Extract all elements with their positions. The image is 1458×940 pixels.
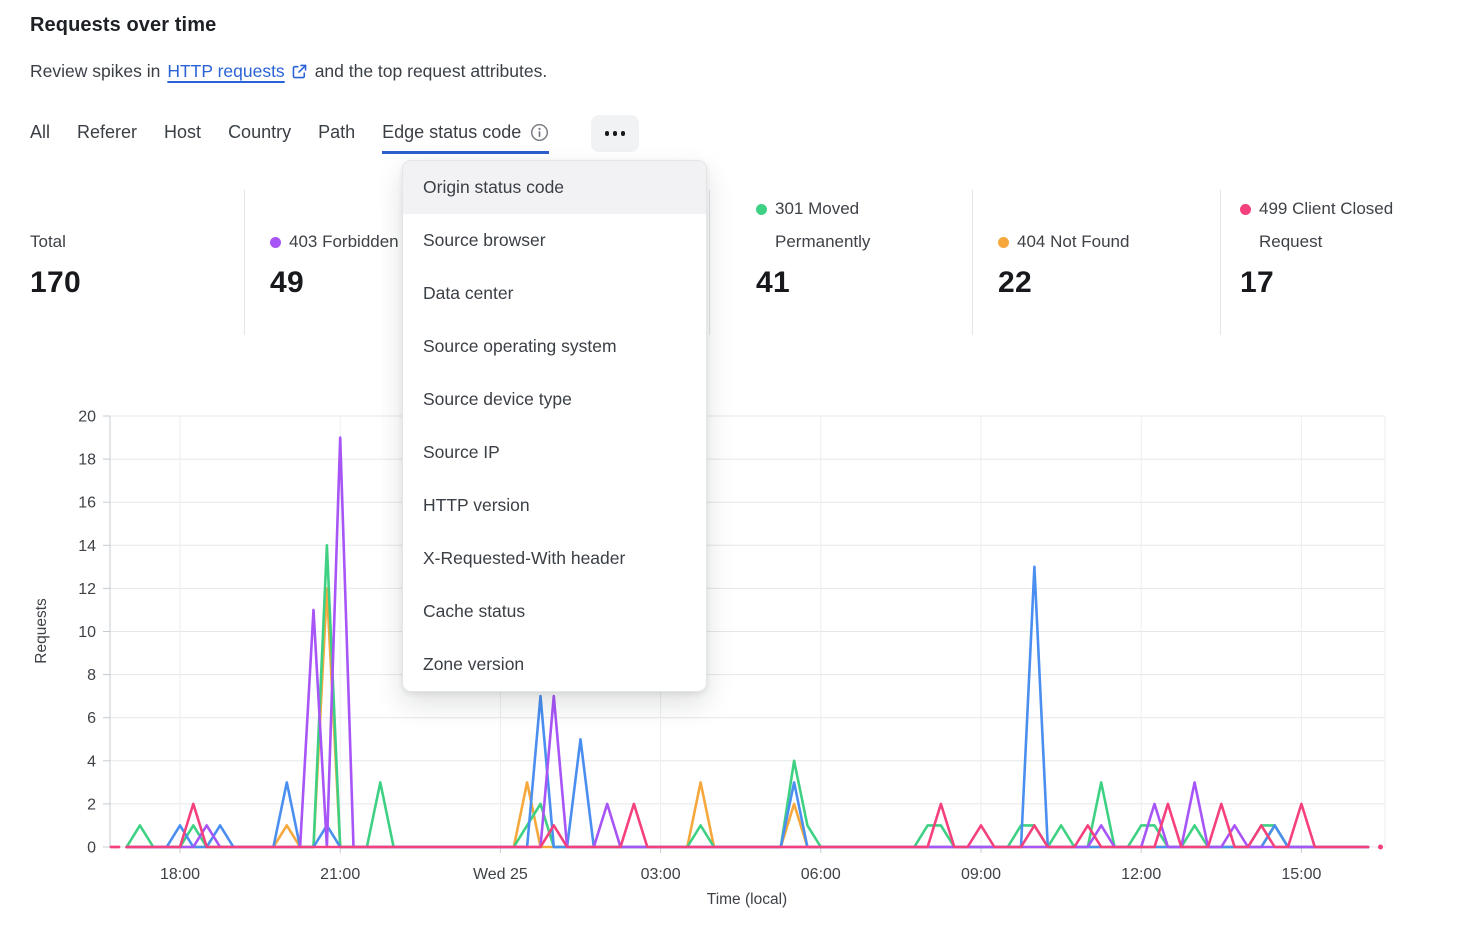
stats-divider [709, 190, 710, 335]
svg-text:14: 14 [78, 538, 96, 555]
series-dot-301 [756, 204, 767, 215]
external-link-icon [291, 63, 308, 80]
http-requests-link[interactable]: HTTP requests [167, 61, 307, 82]
svg-text:03:00: 03:00 [641, 866, 681, 883]
menu-item-source-ip[interactable]: Source IP [423, 442, 500, 462]
series-dot-404 [998, 237, 1009, 248]
svg-text:16: 16 [78, 495, 96, 512]
svg-text:15:00: 15:00 [1281, 866, 1321, 883]
svg-text:10: 10 [78, 624, 96, 641]
svg-text:2: 2 [87, 796, 96, 813]
menu-item-cache-status[interactable]: Cache status [423, 601, 526, 621]
menu-item-origin-status-code[interactable]: Origin status code [403, 161, 706, 214]
stat-499-client-closed-request: 499 Client Closed Request 17 [1240, 192, 1420, 300]
menu-item-data-center[interactable]: Data center [423, 283, 514, 303]
svg-text:Time (local): Time (local) [707, 891, 787, 908]
stats-divider [244, 190, 245, 335]
tab-all[interactable]: All [30, 122, 51, 142]
info-icon[interactable] [530, 123, 549, 142]
svg-text:06:00: 06:00 [801, 866, 841, 883]
svg-text:12: 12 [78, 581, 96, 598]
stat-403-label: 403 Forbidden [289, 232, 399, 251]
tab-edge-status-code[interactable]: Edge status code [382, 122, 550, 154]
stat-total-value: 170 [30, 266, 81, 299]
stat-404-label: 404 Not Found [1017, 232, 1130, 251]
svg-text:8: 8 [87, 667, 96, 684]
stat-301-value: 41 [756, 266, 790, 299]
menu-item-source-operating-system[interactable]: Source operating system [423, 336, 617, 356]
stat-499-label: 499 Client Closed Request [1259, 199, 1394, 251]
stats-divider [1220, 190, 1221, 335]
svg-text:0: 0 [87, 840, 96, 857]
svg-text:Wed 25: Wed 25 [473, 866, 528, 883]
stat-403-forbidden: 403 Forbidden 49 [270, 192, 440, 300]
menu-item-x-requested-with-header[interactable]: X-Requested-With header [423, 548, 626, 568]
series-dot-499 [1240, 204, 1251, 215]
svg-text:12:00: 12:00 [1121, 866, 1161, 883]
stat-403-value: 49 [270, 266, 304, 299]
tab-referer[interactable]: Referer [77, 122, 138, 142]
tab-path[interactable]: Path [318, 122, 356, 142]
svg-text:09:00: 09:00 [961, 866, 1001, 883]
attribute-dropdown-menu: Origin status code Source browser Data c… [402, 160, 707, 692]
svg-text:6: 6 [87, 710, 96, 727]
tab-country[interactable]: Country [228, 122, 292, 142]
more-tabs-button[interactable] [591, 115, 640, 152]
stat-404-not-found: 404 Not Found 22 [998, 192, 1178, 300]
svg-text:21:00: 21:00 [320, 866, 360, 883]
tab-host[interactable]: Host [164, 122, 202, 142]
menu-item-source-device-type[interactable]: Source device type [423, 389, 572, 409]
stat-301-label: 301 Moved Permanently [775, 199, 871, 251]
requests-chart: 0 2 4 6 8 10 12 14 16 18 20 18:00 21:00 Wed 25 03:00 06… [33, 409, 1386, 908]
menu-item-zone-version[interactable]: Zone version [423, 654, 525, 674]
svg-text:18:00: 18:00 [160, 866, 200, 883]
series-dot-403 [270, 237, 281, 248]
svg-text:18: 18 [78, 452, 96, 469]
stat-301-moved-permanently: 301 Moved Permanently 41 [756, 192, 906, 300]
svg-text:20: 20 [78, 409, 96, 426]
stat-total: Total 170 [30, 192, 200, 300]
stat-404-value: 22 [998, 266, 1032, 299]
link-text[interactable]: HTTP requests [167, 61, 285, 81]
menu-item-source-browser[interactable]: Source browser [423, 230, 546, 250]
subtitle-suffix: and the top request attributes. [314, 61, 548, 81]
tab-edge-status-code-label: Edge status code [382, 122, 522, 142]
menu-item-http-version[interactable]: HTTP version [423, 495, 530, 515]
stat-total-label: Total [30, 232, 66, 251]
subtitle-prefix: Review spikes in [30, 61, 161, 81]
stat-499-value: 17 [1240, 266, 1274, 299]
svg-text:Requests: Requests [33, 598, 50, 664]
svg-text:4: 4 [87, 753, 96, 770]
page-title: Requests over time [30, 14, 217, 36]
attribute-tab-bar: All Referer Host Country Path Edge statu… [30, 115, 640, 154]
stats-divider [972, 190, 973, 335]
subtitle: Review spikes in HTTP requests and the t… [30, 61, 547, 82]
